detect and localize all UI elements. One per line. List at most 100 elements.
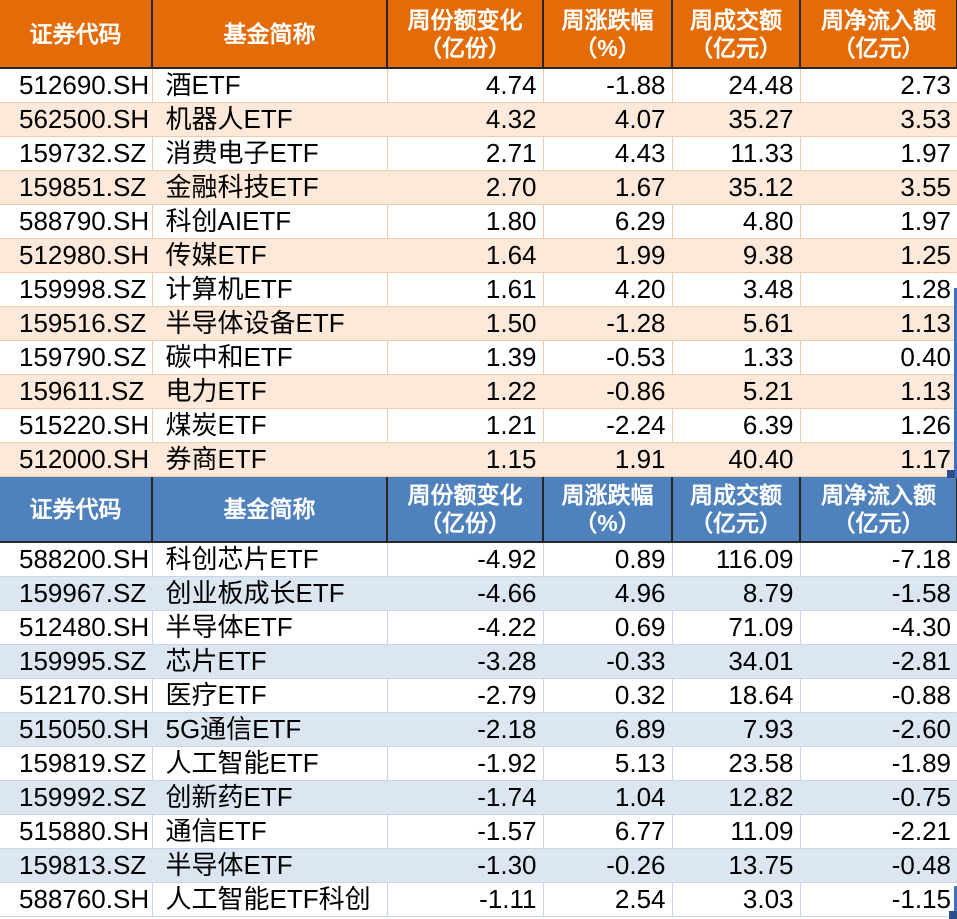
cell-name[interactable]: 煤炭ETF: [152, 408, 388, 443]
cell-net-inflow[interactable]: -0.88: [800, 678, 957, 713]
cell-name[interactable]: 金融科技ETF: [152, 170, 388, 205]
cell-pct-change[interactable]: 4.07: [543, 102, 673, 137]
fill-handle[interactable]: [947, 470, 955, 478]
cell-code[interactable]: 512690.SH: [0, 68, 153, 103]
cell-pct-change[interactable]: 0.89: [543, 542, 673, 577]
cell-turnover[interactable]: 3.48: [672, 272, 801, 307]
cell-pct-change[interactable]: 6.77: [543, 814, 673, 849]
cell-name[interactable]: 通信ETF: [152, 814, 388, 849]
cell-share-change[interactable]: -3.28: [387, 644, 544, 679]
cell-net-inflow[interactable]: 3.53: [800, 102, 957, 137]
cell-pct-change[interactable]: 0.69: [543, 610, 673, 645]
cell-share-change[interactable]: -1.92: [387, 746, 544, 781]
cell-turnover[interactable]: 24.48: [672, 68, 801, 103]
cell-share-change[interactable]: 1.15: [387, 442, 544, 477]
cell-net-inflow[interactable]: 1.25: [800, 238, 957, 273]
cell-name[interactable]: 创新药ETF: [152, 780, 388, 815]
cell-share-change[interactable]: 4.74: [387, 68, 544, 103]
cell-net-inflow[interactable]: -4.30: [800, 610, 957, 645]
cell-turnover[interactable]: 1.33: [672, 340, 801, 375]
column-header-code[interactable]: 证券代码: [0, 0, 153, 69]
cell-name[interactable]: 芯片ETF: [152, 644, 388, 679]
cell-code[interactable]: 159998.SZ: [0, 272, 153, 307]
cell-share-change[interactable]: -1.57: [387, 814, 544, 849]
cell-turnover[interactable]: 11.33: [672, 136, 801, 171]
cell-code[interactable]: 562500.SH: [0, 102, 153, 137]
cell-turnover[interactable]: 5.21: [672, 374, 801, 409]
cell-name[interactable]: 消费电子ETF: [152, 136, 388, 171]
cell-pct-change[interactable]: 4.43: [543, 136, 673, 171]
cell-net-inflow[interactable]: 0.40: [800, 340, 957, 375]
cell-net-inflow[interactable]: 1.26: [800, 408, 957, 443]
cell-net-inflow[interactable]: -2.21: [800, 814, 957, 849]
cell-code[interactable]: 159516.SZ: [0, 306, 153, 341]
cell-pct-change[interactable]: 6.29: [543, 204, 673, 239]
cell-share-change[interactable]: -2.18: [387, 712, 544, 747]
column-header-net-inflow[interactable]: 周净流入额 （亿元）: [800, 477, 957, 543]
cell-share-change[interactable]: 1.64: [387, 238, 544, 273]
column-header-turnover[interactable]: 周成交额 （亿元）: [672, 477, 801, 543]
cell-code[interactable]: 159790.SZ: [0, 340, 153, 375]
column-header-name[interactable]: 基金简称: [152, 477, 388, 543]
cell-turnover[interactable]: 71.09: [672, 610, 801, 645]
cell-name[interactable]: 酒ETF: [152, 68, 388, 103]
cell-pct-change[interactable]: 1.99: [543, 238, 673, 273]
cell-share-change[interactable]: 2.70: [387, 170, 544, 205]
cell-name[interactable]: 碳中和ETF: [152, 340, 388, 375]
cell-share-change[interactable]: 1.61: [387, 272, 544, 307]
cell-name[interactable]: 医疗ETF: [152, 678, 388, 713]
cell-net-inflow[interactable]: 1.13: [800, 374, 957, 409]
cell-name[interactable]: 科创芯片ETF: [152, 542, 388, 577]
cell-share-change[interactable]: 1.50: [387, 306, 544, 341]
cell-code[interactable]: 512980.SH: [0, 238, 153, 273]
cell-pct-change[interactable]: 1.04: [543, 780, 673, 815]
cell-code[interactable]: 512480.SH: [0, 610, 153, 645]
cell-code[interactable]: 588200.SH: [0, 542, 153, 577]
cell-share-change[interactable]: 1.80: [387, 204, 544, 239]
cell-net-inflow[interactable]: 1.97: [800, 204, 957, 239]
cell-pct-change[interactable]: 0.32: [543, 678, 673, 713]
cell-code[interactable]: 159992.SZ: [0, 780, 153, 815]
cell-name[interactable]: 券商ETF: [152, 442, 388, 477]
cell-net-inflow[interactable]: -2.81: [800, 644, 957, 679]
cell-code[interactable]: 515050.SH: [0, 712, 153, 747]
cell-share-change[interactable]: -1.74: [387, 780, 544, 815]
cell-share-change[interactable]: 1.21: [387, 408, 544, 443]
cell-net-inflow[interactable]: 1.97: [800, 136, 957, 171]
cell-pct-change[interactable]: -0.26: [543, 848, 673, 883]
cell-turnover[interactable]: 3.03: [672, 882, 801, 917]
fill-handle[interactable]: [949, 911, 957, 919]
cell-turnover[interactable]: 13.75: [672, 848, 801, 883]
cell-share-change[interactable]: 4.32: [387, 102, 544, 137]
cell-net-inflow[interactable]: -1.15: [800, 882, 957, 917]
cell-pct-change[interactable]: 4.20: [543, 272, 673, 307]
cell-share-change[interactable]: 1.22: [387, 374, 544, 409]
cell-code[interactable]: 159995.SZ: [0, 644, 153, 679]
cell-turnover[interactable]: 12.82: [672, 780, 801, 815]
cell-share-change[interactable]: 1.39: [387, 340, 544, 375]
cell-share-change[interactable]: -4.66: [387, 576, 544, 611]
cell-net-inflow[interactable]: 1.28: [800, 272, 957, 307]
column-header-share-change[interactable]: 周份额变化 （亿份）: [387, 477, 544, 543]
cell-code[interactable]: 515220.SH: [0, 408, 153, 443]
cell-turnover[interactable]: 116.09: [672, 542, 801, 577]
cell-name[interactable]: 半导体ETF: [152, 848, 388, 883]
cell-code[interactable]: 588790.SH: [0, 204, 153, 239]
cell-turnover[interactable]: 6.39: [672, 408, 801, 443]
cell-net-inflow[interactable]: 1.13: [800, 306, 957, 341]
cell-share-change[interactable]: -1.11: [387, 882, 544, 917]
cell-name[interactable]: 5G通信ETF: [152, 712, 388, 747]
cell-net-inflow[interactable]: -0.48: [800, 848, 957, 883]
cell-name[interactable]: 计算机ETF: [152, 272, 388, 307]
cell-pct-change[interactable]: 5.13: [543, 746, 673, 781]
cell-turnover[interactable]: 35.27: [672, 102, 801, 137]
cell-name[interactable]: 创业板成长ETF: [152, 576, 388, 611]
cell-pct-change[interactable]: -1.28: [543, 306, 673, 341]
cell-turnover[interactable]: 34.01: [672, 644, 801, 679]
cell-net-inflow[interactable]: -1.58: [800, 576, 957, 611]
cell-pct-change[interactable]: -0.53: [543, 340, 673, 375]
cell-name[interactable]: 半导体ETF: [152, 610, 388, 645]
cell-share-change[interactable]: -4.22: [387, 610, 544, 645]
column-header-name[interactable]: 基金简称: [152, 0, 388, 69]
cell-code[interactable]: 512170.SH: [0, 678, 153, 713]
